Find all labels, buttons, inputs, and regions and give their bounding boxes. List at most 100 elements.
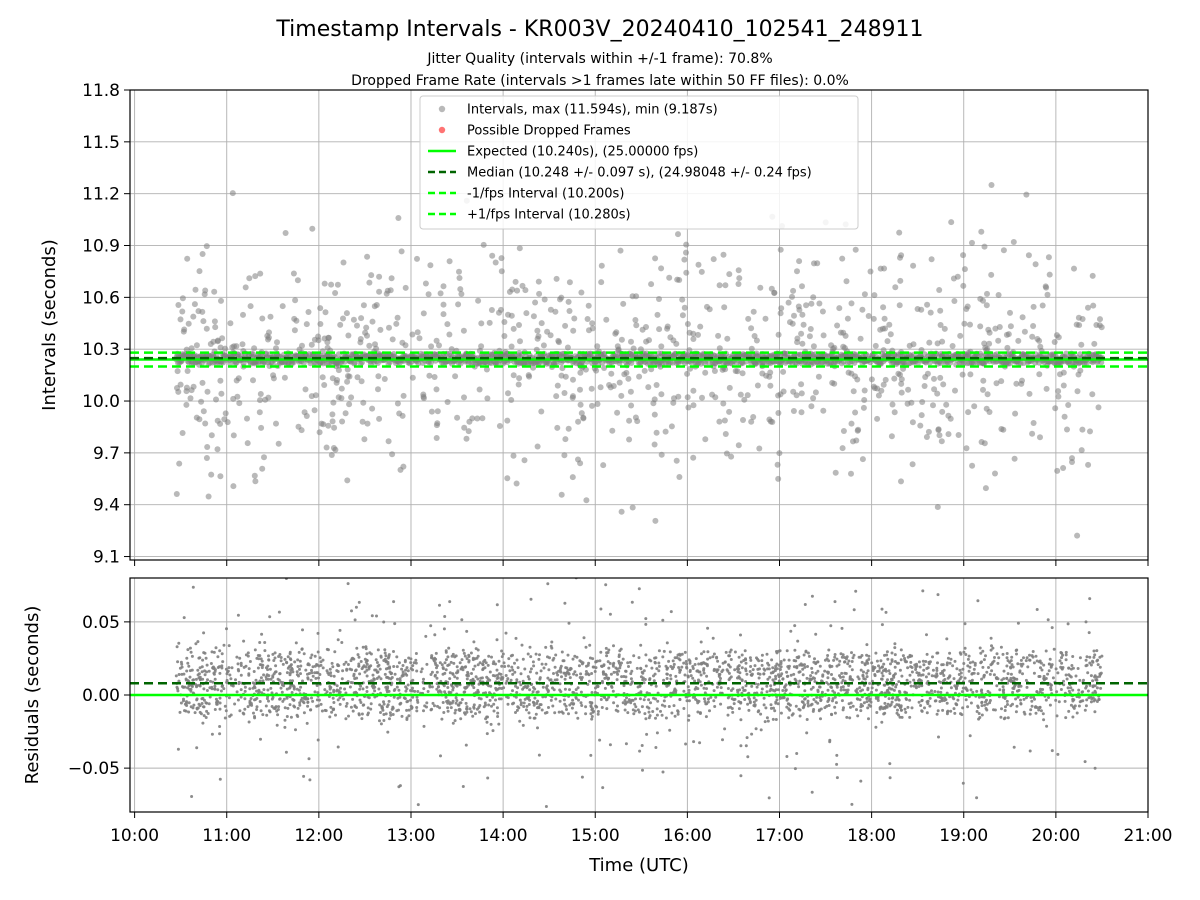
residual-point [299, 664, 303, 668]
interval-point [850, 388, 857, 395]
interval-point [952, 387, 958, 394]
residual-point [921, 659, 925, 663]
residual-point [484, 661, 488, 665]
residual-point [897, 698, 900, 701]
residual-point [637, 710, 641, 714]
residual-point [743, 688, 747, 692]
residual-point [598, 738, 602, 742]
residual-point [364, 647, 368, 651]
residual-point [432, 659, 436, 663]
residual-point [737, 675, 741, 679]
residual-point [400, 714, 404, 718]
residual-point [520, 643, 524, 647]
residual-point [434, 651, 438, 655]
residual-point [573, 654, 577, 658]
residual-point [565, 708, 568, 711]
residual-point [196, 668, 200, 672]
residual-point [789, 673, 793, 677]
interval-point [790, 408, 797, 414]
interval-point [512, 278, 519, 285]
residual-point [528, 645, 532, 649]
residual-point [276, 713, 280, 717]
residual-point [859, 689, 863, 693]
residual-point [794, 659, 798, 663]
interval-point [877, 265, 884, 272]
interval-point [748, 418, 755, 425]
residual-point [919, 704, 923, 707]
residual-point [505, 679, 509, 683]
residual-point [239, 695, 243, 699]
interval-point [734, 368, 741, 375]
residual-point [1092, 655, 1096, 659]
residual-point [607, 676, 610, 680]
residual-point [806, 651, 810, 655]
residual-point [493, 674, 497, 678]
interval-point [315, 337, 322, 344]
interval-point [460, 327, 467, 334]
residual-point [484, 703, 487, 707]
residual-point [528, 670, 532, 674]
residual-point [310, 671, 314, 675]
residual-point [737, 664, 741, 668]
residual-point [733, 650, 737, 654]
residual-point [430, 685, 434, 689]
interval-point [983, 302, 990, 309]
interval-point [867, 268, 874, 275]
residual-point [553, 711, 557, 715]
residual-point [325, 690, 329, 694]
interval-point [988, 271, 995, 278]
residual-point [317, 664, 321, 668]
interval-point [812, 389, 819, 396]
residual-point [676, 710, 680, 714]
residual-point [637, 656, 641, 660]
residual-point [917, 685, 921, 688]
residual-point [712, 652, 716, 656]
residual-point [893, 665, 897, 669]
residual-point [1019, 702, 1023, 706]
residual-point [460, 698, 464, 701]
residual-point [298, 659, 302, 663]
residual-point [174, 674, 178, 678]
residual-point [1032, 671, 1036, 675]
interval-point [908, 399, 915, 406]
residual-point [429, 624, 433, 628]
interval-point [829, 379, 836, 386]
interval-point [324, 344, 331, 351]
residual-point [1064, 673, 1068, 677]
interval-point [222, 410, 229, 417]
residual-point [295, 670, 299, 674]
residual-point [893, 646, 897, 650]
interval-point [931, 375, 937, 382]
residual-point [469, 651, 473, 655]
interval-point [589, 325, 596, 332]
residual-point [759, 728, 763, 732]
interval-point [983, 405, 990, 412]
residual-point [669, 677, 673, 681]
interval-point [1010, 239, 1017, 245]
interval-point [898, 478, 904, 485]
residual-point [340, 641, 344, 644]
interval-point [836, 305, 843, 312]
residual-point [404, 668, 408, 672]
interval-point [436, 342, 442, 349]
interval-point [963, 445, 970, 452]
interval-point [757, 284, 764, 291]
interval-point [454, 414, 461, 421]
interval-point [247, 303, 254, 310]
interval-point [320, 421, 327, 428]
interval-point [860, 404, 867, 411]
residual-point [567, 712, 570, 716]
residual-point [352, 657, 356, 661]
residual-point [532, 703, 536, 707]
residual-point [806, 704, 810, 708]
residual-point [816, 669, 820, 673]
residual-point [767, 796, 771, 800]
residual-point [1019, 684, 1023, 688]
residual-point [639, 690, 643, 694]
interval-point [639, 326, 646, 333]
interval-point [203, 243, 210, 250]
residual-point [918, 665, 922, 669]
residual-point [823, 706, 827, 710]
residual-point [697, 662, 701, 666]
residual-point [448, 600, 452, 604]
